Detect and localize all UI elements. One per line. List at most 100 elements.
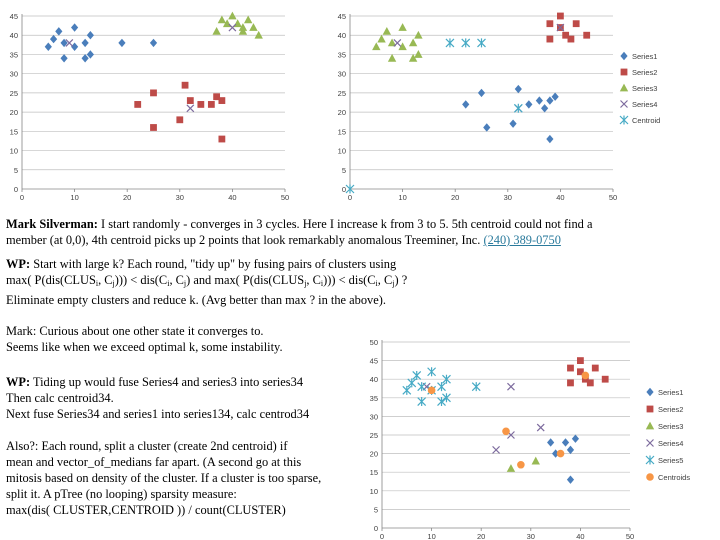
legend-item: Series4: [620, 100, 657, 109]
phone-link[interactable]: (240) 389-0750: [483, 233, 561, 247]
data-point: [591, 364, 599, 372]
data-point: [567, 364, 574, 372]
y-tick-label: 40: [10, 31, 18, 40]
y-tick-label: 45: [370, 357, 378, 366]
legend-label: Series5: [658, 456, 683, 465]
legend-marker: [646, 439, 654, 447]
data-point: [462, 100, 470, 109]
legend-item: Series1: [620, 51, 657, 61]
text-line: Then calc centroid34.: [6, 391, 114, 405]
y-tick-label: 25: [338, 89, 346, 98]
data-point: [577, 368, 584, 376]
data-point: [546, 20, 554, 28]
series-series1: [44, 23, 158, 63]
data-point: [471, 382, 481, 392]
legend-label: Series1: [658, 388, 683, 397]
x-tick-label: 0: [380, 532, 384, 540]
data-point: [567, 35, 575, 43]
data-point: [254, 30, 263, 39]
text-line: Seems like when we exceed optimal k, som…: [6, 340, 283, 354]
data-point: [212, 26, 221, 35]
data-point: [566, 475, 575, 484]
y-tick-label: 0: [342, 185, 346, 194]
data-point: [507, 382, 515, 391]
y-tick-label: 0: [14, 185, 18, 194]
legend-label: Series3: [632, 84, 657, 93]
data-point: [517, 460, 525, 469]
data-point: [55, 27, 63, 36]
text-line: max(dis( CLUSTER,CENTROID )) / count(CLU…: [6, 503, 286, 517]
series-series3: [372, 23, 423, 62]
legend-label: Series4: [632, 100, 657, 109]
series-centroids: [427, 371, 590, 469]
y-tick-label: 25: [10, 89, 18, 98]
data-point: [176, 116, 184, 124]
data-point: [218, 135, 226, 143]
legend-label: Series4: [658, 439, 683, 448]
legend-item: Series5: [645, 455, 683, 465]
legend-item: Series3: [645, 421, 683, 431]
data-point: [506, 464, 516, 472]
x-tick-label: 20: [123, 193, 131, 202]
data-point: [417, 382, 427, 392]
y-tick-label: 20: [370, 450, 378, 459]
data-point: [547, 438, 555, 447]
text-line: member (at 0,0), 4th centroid picks up 2…: [6, 233, 484, 247]
data-point: [213, 93, 221, 101]
x-tick-label: 0: [20, 193, 24, 202]
data-point: [546, 35, 554, 43]
speaker-label: WP:: [6, 257, 31, 271]
y-tick-label: 10: [338, 147, 346, 156]
x-tick-label: 50: [609, 193, 617, 202]
legend-item: Series1: [646, 387, 683, 397]
legend-marker: [619, 115, 629, 125]
data-point: [566, 445, 575, 455]
data-point: [217, 15, 227, 24]
data-point: [181, 81, 189, 89]
text-line: split it. A pTree (no looping) sparsity …: [6, 487, 237, 501]
data-point: [407, 378, 417, 388]
data-point: [571, 434, 580, 443]
y-tick-label: 50: [370, 338, 378, 347]
data-point: [387, 53, 397, 62]
data-point: [509, 119, 517, 128]
data-point: [207, 101, 215, 108]
legend-label: Centroids: [658, 473, 690, 482]
paragraph-mark-silverman: Mark Silverman: I start randomly - conve…: [6, 216, 592, 248]
data-point: [536, 423, 545, 432]
data-point: [118, 38, 126, 48]
text-line: mean and vector_of_medians far apart. (A…: [6, 455, 302, 469]
x-tick-label: 50: [281, 193, 289, 202]
text-line: Next fuse Series34 and series1 into seri…: [6, 407, 310, 421]
data-point: [243, 15, 253, 24]
data-point: [345, 184, 355, 194]
data-point: [437, 382, 446, 392]
data-point: [398, 23, 407, 31]
data-point: [372, 42, 381, 51]
y-tick-label: 45: [10, 12, 18, 21]
data-point: [427, 367, 437, 377]
data-point: [427, 386, 436, 395]
data-point: [49, 34, 58, 44]
data-point: [531, 456, 540, 465]
y-tick-label: 0: [374, 524, 378, 533]
series-series2: [567, 357, 609, 387]
data-point: [583, 31, 591, 39]
x-tick-label: 20: [451, 193, 459, 202]
data-point: [461, 38, 471, 48]
paragraph-wp-tidy: WP: Start with large k? Each round, "tid…: [6, 256, 407, 308]
legend-item: Centroids: [646, 473, 690, 482]
data-point: [442, 374, 451, 384]
y-tick-label: 20: [338, 108, 346, 117]
speaker-label: Mark Silverman:: [6, 217, 98, 231]
data-point: [86, 31, 94, 40]
data-point: [562, 31, 570, 39]
x-tick-label: 40: [556, 193, 564, 202]
data-point: [228, 23, 237, 32]
legend-marker: [620, 68, 628, 76]
y-tick-label: 5: [374, 505, 378, 514]
text-line: I start randomly - converges in 3 cycles…: [97, 217, 593, 231]
data-point: [387, 38, 397, 47]
y-tick-label: 20: [10, 108, 18, 117]
data-point: [186, 104, 195, 113]
